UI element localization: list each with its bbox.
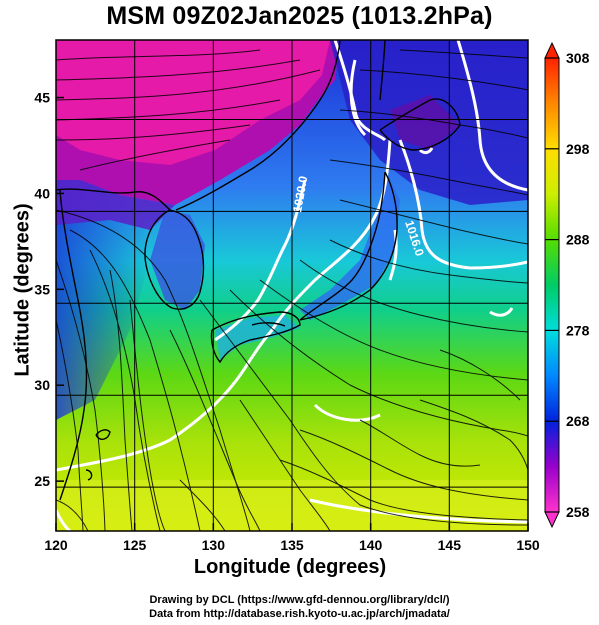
credit-data: Data from http://database.rish.kyoto-u.a… — [149, 608, 450, 620]
credit-drawing: Drawing by DCL (https://www.gfd-dennou.o… — [149, 594, 450, 606]
grid-lines — [56, 40, 528, 531]
y-tick-label: 25 — [34, 473, 50, 489]
y-tick-label: 30 — [34, 377, 50, 393]
x-tick-label: 140 — [359, 537, 383, 553]
colorbar-tick-label: 258 — [566, 504, 590, 520]
x-tick-label: 130 — [202, 537, 226, 553]
x-tick-label: 125 — [123, 537, 147, 553]
x-tick-label: 150 — [516, 537, 540, 553]
wind-streamlines — [56, 49, 528, 531]
y-tick-label: 45 — [34, 90, 50, 106]
colorbar-tick-label: 298 — [566, 141, 590, 157]
colorbar-tick-label: 308 — [566, 50, 590, 66]
isobar-label-1020: 1020.0 — [290, 175, 310, 214]
x-tick-label: 145 — [438, 537, 462, 553]
y-tick-label: 35 — [34, 281, 50, 297]
x-axis-label: Longitude (degrees) — [193, 556, 387, 578]
x-axis-ticks: 120 125 130 135 140 145 150 — [44, 523, 540, 553]
y-axis-ticks: 25 30 35 40 45 — [34, 90, 64, 489]
x-tick-label: 120 — [44, 537, 68, 553]
page-title: MSM 09Z02Jan2025 (1013.2hPa) — [106, 2, 493, 30]
y-axis-label: Latitude (degrees) — [11, 203, 34, 377]
colorbar-tick-label: 288 — [566, 232, 590, 248]
isobar-contours — [56, 40, 528, 531]
colorbar: 258 268 278 288 298 308 — [544, 41, 590, 529]
colorbar-tick-label: 268 — [566, 413, 590, 429]
colorbar-tick-label: 278 — [566, 322, 590, 338]
x-tick-label: 135 — [280, 537, 304, 553]
credits: Drawing by DCL (https://www.gfd-dennou.o… — [0, 593, 599, 621]
y-tick-label: 40 — [34, 185, 50, 201]
